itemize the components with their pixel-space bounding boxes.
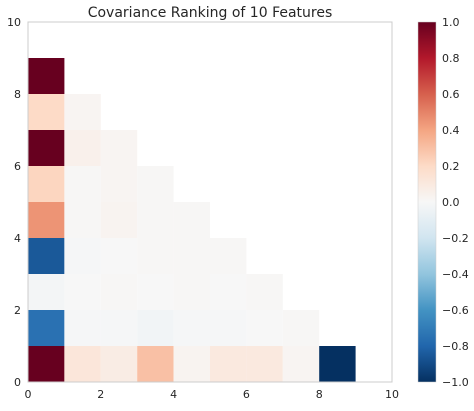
heatmap-cell-5-2 xyxy=(210,274,247,310)
x-axis-ticks: 0 2 4 6 8 10 xyxy=(25,388,400,401)
y-tick-label: 8 xyxy=(14,88,21,101)
heatmap-cell-7-1 xyxy=(282,310,320,346)
colorbar-tick-label: −0.8 xyxy=(442,340,469,353)
chart-title: Covariance Ranking of 10 Features xyxy=(88,5,333,21)
y-tick-label: 0 xyxy=(14,376,21,389)
y-tick-label: 6 xyxy=(14,160,21,173)
heatmap-cell-2-1 xyxy=(100,310,138,346)
heatmap-cell-4-0 xyxy=(173,346,210,382)
heatmap-cell-1-4 xyxy=(64,202,101,238)
heatmap-cell-3-0 xyxy=(137,346,174,382)
colorbar-tick-label: −0.6 xyxy=(442,304,469,317)
heatmap-cell-0-0 xyxy=(28,346,65,382)
colorbar-tick-label: 0.8 xyxy=(442,52,460,65)
colorbar-tick-label: 0.6 xyxy=(442,88,460,101)
heatmap-cell-7-0 xyxy=(282,346,320,382)
y-axis-ticks: 0 2 4 6 8 10 xyxy=(7,16,21,389)
heatmap-cell-2-6 xyxy=(100,130,138,166)
heatmap-cell-1-0 xyxy=(64,346,101,382)
heatmap-cell-5-1 xyxy=(210,310,247,346)
heatmap-cell-4-3 xyxy=(173,238,210,274)
x-tick-label: 2 xyxy=(97,388,104,401)
heatmap-cell-0-6 xyxy=(28,130,65,166)
heatmap-cell-0-7 xyxy=(28,94,65,130)
heatmap-cell-0-2 xyxy=(28,274,65,310)
colorbar-ticks: 1.0 0.8 0.6 0.4 0.2 0.0 −0.2 −0.4 −0.6 −0.8 −1.0 xyxy=(442,16,469,389)
heatmap-cell-6-0 xyxy=(246,346,283,382)
heatmap-cells xyxy=(28,58,356,382)
colorbar-tick-label: 0.4 xyxy=(442,124,460,137)
heatmap-cell-2-4 xyxy=(100,202,138,238)
heatmap-cell-0-8 xyxy=(28,58,65,94)
heatmap-cell-3-3 xyxy=(137,238,174,274)
heatmap-cell-2-5 xyxy=(100,166,138,202)
y-tick-label: 10 xyxy=(7,16,21,29)
colorbar-tick-label: −1.0 xyxy=(442,376,469,389)
heatmap-cell-1-7 xyxy=(64,94,101,130)
heatmap-cell-1-1 xyxy=(64,310,101,346)
x-tick-label: 0 xyxy=(25,388,32,401)
heatmap-cell-0-1 xyxy=(28,310,65,346)
colorbar-tick-label: 0.2 xyxy=(442,160,460,173)
heatmap-cell-5-3 xyxy=(210,238,247,274)
x-tick-label: 8 xyxy=(316,388,323,401)
heatmap-cell-1-5 xyxy=(64,166,101,202)
heatmap-cell-4-1 xyxy=(173,310,210,346)
colorbar-tick-label: 1.0 xyxy=(442,16,460,29)
heatmap-cell-0-5 xyxy=(28,166,65,202)
heatmap-cell-3-1 xyxy=(137,310,174,346)
heatmap-cell-4-2 xyxy=(173,274,210,310)
heatmap-cell-3-2 xyxy=(137,274,174,310)
heatmap-cell-3-5 xyxy=(137,166,174,202)
heatmap-cell-6-2 xyxy=(246,274,283,310)
heatmap-cell-1-2 xyxy=(64,274,101,310)
heatmap-cell-1-3 xyxy=(64,238,101,274)
heatmap-cell-0-4 xyxy=(28,202,65,238)
colorbar-tick-label: 0.0 xyxy=(442,196,460,209)
colorbar-tick-label: −0.2 xyxy=(442,232,469,245)
heatmap-cell-2-2 xyxy=(100,274,138,310)
heatmap-cell-6-1 xyxy=(246,310,283,346)
heatmap-cell-1-6 xyxy=(64,130,101,166)
x-tick-label: 4 xyxy=(170,388,177,401)
heatmap-cell-0-3 xyxy=(28,238,65,274)
y-tick-label: 2 xyxy=(14,304,21,317)
colorbar xyxy=(417,21,437,383)
x-tick-label: 6 xyxy=(243,388,250,401)
y-tick-label: 4 xyxy=(14,232,21,245)
plot-frame xyxy=(27,21,393,383)
heatmap-cell-2-0 xyxy=(100,346,138,382)
heatmap-cell-5-0 xyxy=(210,346,247,382)
heatmap-cell-8-0 xyxy=(319,346,356,382)
heatmap-cell-2-3 xyxy=(100,238,138,274)
heatmap-cell-3-4 xyxy=(137,202,174,238)
heatmap-cell-4-4 xyxy=(173,202,210,238)
colorbar-tick-label: −0.4 xyxy=(442,268,469,281)
x-tick-label: 10 xyxy=(385,388,399,401)
